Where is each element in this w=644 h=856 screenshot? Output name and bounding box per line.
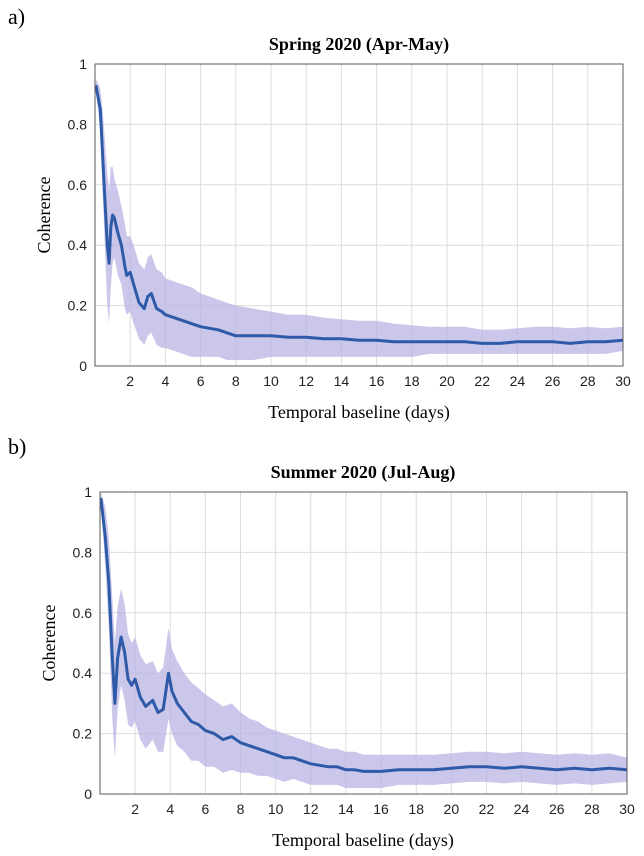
y-tick-label: 0 xyxy=(79,358,87,374)
coherence-line xyxy=(94,84,624,345)
y-tick-labels: 0 0.2 0.4 0.6 0.8 1 xyxy=(68,56,88,374)
x-tick-label: 24 xyxy=(510,373,526,389)
y-tick-label: 0.8 xyxy=(68,116,88,132)
y-axis-label: Coherence xyxy=(34,177,54,254)
x-tick-label: 18 xyxy=(408,801,424,817)
x-tick-label: 20 xyxy=(444,801,460,817)
x-tick-label: 28 xyxy=(584,801,600,817)
x-tick-label: 22 xyxy=(474,373,490,389)
y-tick-label: 0.4 xyxy=(68,237,88,253)
x-tick-label: 6 xyxy=(202,801,210,817)
x-tick-labels: 2 4 6 8 10 12 14 16 18 20 22 24 26 28 30 xyxy=(126,373,631,389)
x-tick-label: 4 xyxy=(166,801,174,817)
x-tick-label: 14 xyxy=(334,373,350,389)
gridlines xyxy=(100,491,628,795)
y-tick-label: 0.6 xyxy=(73,605,93,621)
plot-frame xyxy=(94,63,624,367)
chart-title: Summer 2020 (Jul-Aug) xyxy=(271,462,456,483)
y-tick-label: 0.6 xyxy=(68,177,88,193)
x-tick-label: 8 xyxy=(237,801,245,817)
std-band xyxy=(100,492,627,788)
x-tick-label: 2 xyxy=(131,801,139,817)
plot-area xyxy=(99,492,628,788)
x-tick-label: 18 xyxy=(404,373,420,389)
x-tick-label: 10 xyxy=(268,801,284,817)
x-tick-label: 30 xyxy=(619,801,635,817)
panel-a: a) Spring 2020 (Apr-May) 2 4 6 8 10 12 14 16 18 2… xyxy=(8,4,631,423)
x-tick-label: 26 xyxy=(545,373,561,389)
x-tick-label: 20 xyxy=(439,373,455,389)
x-tick-label: 14 xyxy=(338,801,354,817)
y-tick-label: 0 xyxy=(84,786,92,802)
panel-b: b) Summer 2020 (Jul-Aug) 2 4 6 8 10 12 14 16 18 2… xyxy=(8,434,635,851)
y-tick-label: 1 xyxy=(79,56,87,72)
x-tick-label: 24 xyxy=(514,801,530,817)
y-tick-labels: 0 0.2 0.4 0.6 0.8 1 xyxy=(73,484,93,802)
x-tick-label: 30 xyxy=(615,373,631,389)
y-tick-label: 1 xyxy=(84,484,92,500)
x-tick-label: 12 xyxy=(298,373,314,389)
plot-area xyxy=(94,79,624,360)
chart-title: Spring 2020 (Apr-May) xyxy=(269,34,449,55)
x-tick-label: 10 xyxy=(263,373,279,389)
y-axis-label: Coherence xyxy=(39,605,59,682)
x-tick-label: 22 xyxy=(479,801,495,817)
x-tick-label: 16 xyxy=(369,373,385,389)
x-tick-label: 12 xyxy=(303,801,319,817)
x-tick-label: 4 xyxy=(162,373,170,389)
gridlines xyxy=(95,63,624,367)
x-tick-label: 26 xyxy=(549,801,565,817)
x-tick-label: 28 xyxy=(580,373,596,389)
coherence-line xyxy=(99,497,628,773)
x-tick-label: 16 xyxy=(373,801,389,817)
x-tick-label: 6 xyxy=(197,373,205,389)
plot-frame xyxy=(99,491,628,795)
x-axis-label: Temporal baseline (days) xyxy=(272,830,454,851)
x-tick-labels: 2 4 6 8 10 12 14 16 18 20 22 24 26 28 30 xyxy=(131,801,635,817)
std-band xyxy=(95,79,623,360)
y-tick-label: 0.8 xyxy=(73,544,93,560)
panel-label: a) xyxy=(8,4,25,29)
x-tick-label: 2 xyxy=(126,373,134,389)
panel-label: b) xyxy=(8,434,26,459)
x-tick-label: 8 xyxy=(232,373,240,389)
y-tick-label: 0.2 xyxy=(73,726,93,742)
y-tick-label: 0.4 xyxy=(73,665,93,681)
x-axis-label: Temporal baseline (days) xyxy=(268,402,450,423)
y-tick-label: 0.2 xyxy=(68,298,88,314)
